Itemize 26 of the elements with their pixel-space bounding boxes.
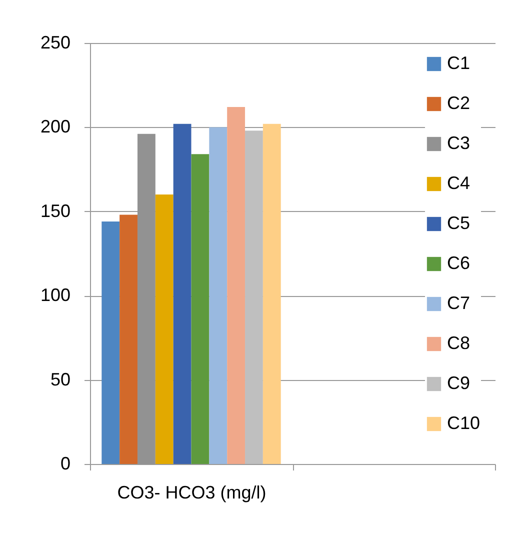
legend-label: C1 <box>447 53 470 73</box>
y-tick-label: 0 <box>60 454 70 474</box>
y-tick-label: 200 <box>40 116 70 137</box>
legend-label: C10 <box>447 413 480 433</box>
y-tick-label: 100 <box>40 285 70 306</box>
x-tick-label: CO3- HCO3 (mg/l) <box>117 482 266 502</box>
bar <box>262 124 281 464</box>
legend-label: C7 <box>447 293 470 313</box>
legend-label: C6 <box>447 253 470 273</box>
y-tick-label: 250 <box>40 32 70 52</box>
legend-label: C3 <box>447 133 470 153</box>
bar <box>191 154 210 464</box>
y-tick-label: 50 <box>50 369 70 390</box>
bar <box>245 130 263 464</box>
y-tick-label: 150 <box>40 200 70 221</box>
bar <box>155 194 174 464</box>
legend-label: C4 <box>447 173 470 193</box>
legend-label: C9 <box>447 373 470 393</box>
bar <box>173 124 192 464</box>
legend-label: C8 <box>447 333 470 353</box>
bar <box>209 127 228 464</box>
bar <box>227 106 246 464</box>
bar <box>120 214 138 464</box>
legend-label: C2 <box>447 93 470 113</box>
bar <box>102 222 120 464</box>
legend-label: C5 <box>447 213 470 233</box>
